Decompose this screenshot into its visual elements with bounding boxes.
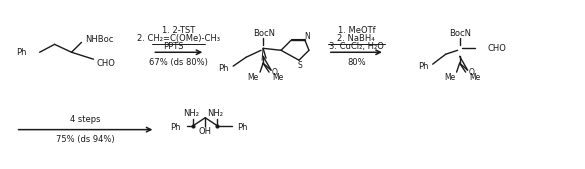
Text: 2. CH₂=C(OMe)-CH₃: 2. CH₂=C(OMe)-CH₃ <box>137 34 221 43</box>
Text: CHO: CHO <box>487 44 507 53</box>
Text: Ph: Ph <box>218 64 229 73</box>
Text: N: N <box>304 32 310 41</box>
Text: 1. 2-TST: 1. 2-TST <box>162 26 195 35</box>
Text: 4 steps: 4 steps <box>70 115 101 124</box>
Text: Me: Me <box>469 73 480 82</box>
Text: S: S <box>298 61 302 70</box>
Text: Ph: Ph <box>237 123 247 132</box>
Text: Ph: Ph <box>418 62 428 71</box>
Text: 1. MeOTf: 1. MeOTf <box>338 26 375 35</box>
Text: CHO: CHO <box>97 59 115 68</box>
Text: 2. NaBH₄: 2. NaBH₄ <box>338 34 375 43</box>
Text: 75% (ds 94%): 75% (ds 94%) <box>56 135 115 144</box>
Text: BocN: BocN <box>450 29 472 38</box>
Text: NH₂: NH₂ <box>207 109 223 118</box>
Text: Me: Me <box>444 73 455 82</box>
Text: OH: OH <box>199 127 212 136</box>
Text: Me: Me <box>273 73 284 82</box>
Text: 80%: 80% <box>347 58 366 67</box>
Text: PPTS: PPTS <box>164 42 184 51</box>
Text: Ph: Ph <box>16 48 26 57</box>
Text: NHBoc: NHBoc <box>85 35 114 44</box>
Text: 3. CuCl₂, H₂O: 3. CuCl₂, H₂O <box>329 42 384 51</box>
Text: Me: Me <box>247 73 259 82</box>
Text: Ph: Ph <box>170 123 181 132</box>
Text: NH₂: NH₂ <box>183 109 199 118</box>
Text: O: O <box>469 68 474 77</box>
Text: O: O <box>272 68 278 77</box>
Text: 67% (ds 80%): 67% (ds 80%) <box>149 58 208 67</box>
Text: BocN: BocN <box>253 29 275 38</box>
